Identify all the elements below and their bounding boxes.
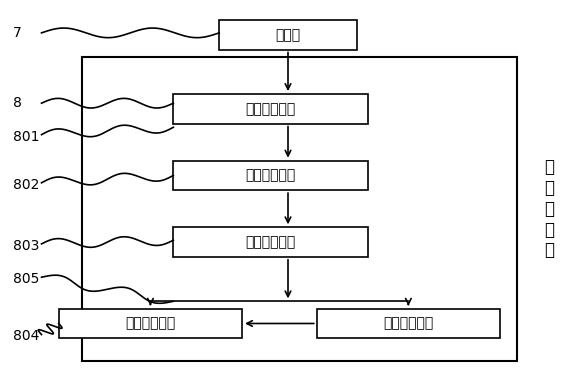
Bar — [59, 309, 242, 338]
Text: 文件存储单元: 文件存储单元 — [383, 316, 434, 330]
Text: 知识库: 知识库 — [275, 28, 301, 42]
Text: 数据分析单元: 数据分析单元 — [246, 102, 296, 116]
Text: 数据集成单元: 数据集成单元 — [126, 316, 176, 330]
Text: 805: 805 — [13, 272, 39, 286]
Text: 数据存储单元: 数据存储单元 — [246, 235, 296, 249]
Bar — [173, 227, 368, 257]
Bar — [219, 20, 357, 50]
Bar — [82, 57, 517, 360]
Text: 801: 801 — [13, 129, 39, 144]
Text: 数据计算单元: 数据计算单元 — [246, 168, 296, 182]
Text: 802: 802 — [13, 178, 39, 192]
Text: 8: 8 — [13, 96, 22, 110]
Text: 803: 803 — [13, 239, 39, 253]
Text: 数
据
库
模
块: 数 据 库 模 块 — [544, 158, 554, 259]
Text: 7: 7 — [13, 26, 22, 40]
Bar — [317, 309, 500, 338]
Bar — [173, 161, 368, 190]
Text: 804: 804 — [13, 329, 39, 344]
Bar — [173, 94, 368, 123]
